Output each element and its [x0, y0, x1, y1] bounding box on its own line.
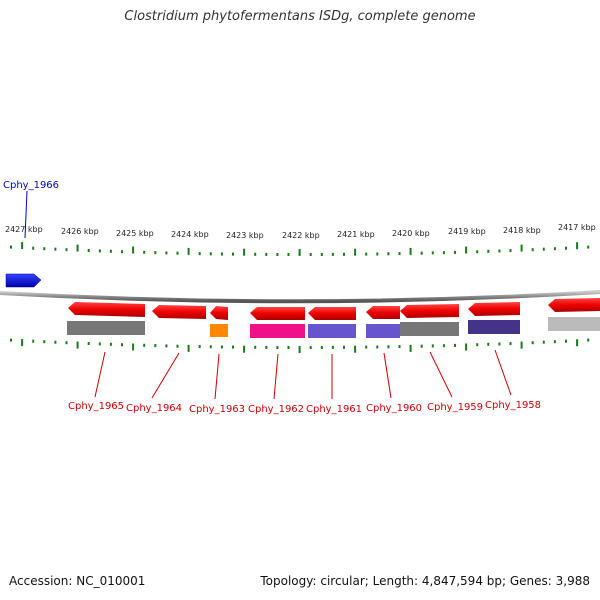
- gene-label-cphy-1964: Cphy_1964: [126, 403, 182, 414]
- gene-label-cphy-1966: Cphy_1966: [3, 180, 59, 191]
- gene-cphy-1961[interactable]: [308, 307, 356, 320]
- gene-cphy-1959[interactable]: [400, 304, 459, 318]
- accession-text: Accession: NC_010001: [9, 574, 146, 588]
- cog-bar-cphy-1960: [366, 324, 400, 338]
- kbp-label-2424: 2424 kbp: [171, 230, 209, 239]
- kbp-label-2422: 2422 kbp: [282, 231, 320, 240]
- gene-cphy-1964[interactable]: [152, 305, 206, 319]
- cog-bar-unlabeled-right: [548, 317, 600, 331]
- gene-unlabeled-right[interactable]: [548, 298, 600, 312]
- kbp-label-2423: 2423 kbp: [226, 231, 264, 240]
- genome-title: Clostridium phytofermentans ISDg, comple…: [124, 9, 476, 24]
- gene-label-cphy-1959: Cphy_1959: [427, 402, 483, 413]
- kbp-label-2417: 2417 kbp: [558, 223, 596, 232]
- label-leader-cphy-1959: [429, 351, 453, 398]
- kbp-label-2426: 2426 kbp: [61, 227, 99, 236]
- genome-backbone: [0, 290, 600, 304]
- cog-bar-cphy-1965: [67, 321, 145, 335]
- gene-cphy-1963[interactable]: [210, 306, 228, 320]
- kbp-tick-row-top: [10, 242, 590, 256]
- gene-cphy-1966[interactable]: [5, 273, 42, 288]
- gene-label-cphy-1965: Cphy_1965: [68, 401, 124, 412]
- label-leader-cphy-1960: [383, 352, 392, 399]
- label-leader-cphy-1966: [24, 190, 28, 239]
- kbp-label-2427: 2427 kbp: [5, 225, 43, 234]
- gene-label-cphy-1961: Cphy_1961: [306, 404, 362, 415]
- cog-bar-cphy-1958: [468, 320, 520, 334]
- gene-label-cphy-1958: Cphy_1958: [485, 400, 541, 411]
- gene-cphy-1965[interactable]: [68, 302, 145, 317]
- label-leader-cphy-1964: [151, 352, 180, 399]
- kbp-label-2425: 2425 kbp: [116, 229, 154, 238]
- label-leader-cphy-1963: [214, 353, 220, 400]
- kbp-label-2420: 2420 kbp: [392, 229, 430, 238]
- gene-label-cphy-1963: Cphy_1963: [189, 404, 245, 415]
- kbp-tick-row-bottom: [10, 338, 590, 353]
- kbp-label-2419: 2419 kbp: [448, 227, 486, 236]
- cog-bar-cphy-1959: [400, 322, 459, 336]
- label-leader-cphy-1962: [273, 353, 279, 400]
- gene-label-cphy-1962: Cphy_1962: [248, 404, 304, 415]
- kbp-label-2421: 2421 kbp: [337, 230, 375, 239]
- gene-cphy-1958[interactable]: [468, 302, 520, 316]
- label-leader-cphy-1965: [94, 351, 106, 398]
- gene-cphy-1960[interactable]: [366, 306, 400, 319]
- gene-cphy-1962[interactable]: [250, 307, 305, 320]
- label-leader-cphy-1958: [494, 349, 512, 396]
- cog-bar-cphy-1961: [308, 324, 356, 338]
- kbp-label-2418: 2418 kbp: [503, 226, 541, 235]
- cog-bar-cphy-1962: [250, 324, 305, 338]
- gene-label-cphy-1960: Cphy_1960: [366, 403, 422, 414]
- genome-summary-text: Topology: circular; Length: 4,847,594 bp…: [260, 574, 590, 588]
- cog-bar-cphy-1963: [210, 324, 228, 337]
